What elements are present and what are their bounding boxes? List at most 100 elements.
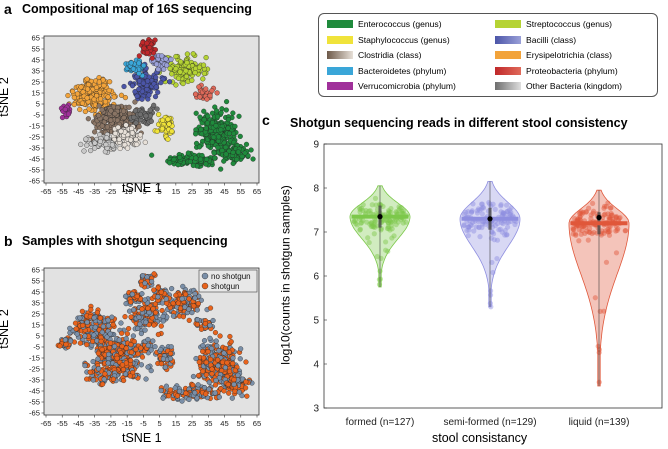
violin-point — [388, 205, 394, 212]
tsne-point — [232, 388, 238, 394]
violin-point — [601, 203, 608, 209]
tsne-point — [168, 56, 174, 62]
tsne-point — [90, 358, 96, 365]
tsne-point — [81, 148, 87, 154]
tsne-point — [119, 343, 125, 349]
tsne-point — [63, 341, 69, 347]
tsne-point — [124, 145, 131, 151]
tsne-point — [154, 128, 160, 134]
tsne-point — [239, 153, 245, 160]
tsne-point — [177, 154, 183, 161]
tsne-point — [80, 322, 86, 329]
tsne-point — [174, 393, 180, 399]
tsne-point — [87, 369, 93, 375]
panel-a-ytick-label: -45 — [29, 155, 40, 164]
tsne-point — [105, 317, 111, 323]
tsne-point — [179, 296, 185, 302]
violin-point — [588, 215, 594, 222]
tsne-point — [107, 79, 113, 85]
tsne-point — [163, 56, 169, 62]
panel-b-xtick-label: 65 — [253, 419, 261, 428]
violin-point — [465, 224, 471, 230]
tsne-point — [84, 76, 90, 82]
tsne-point — [128, 60, 134, 66]
legend-a-swatch — [495, 20, 521, 28]
tsne-point — [165, 136, 171, 142]
panel-a-xtick-label: -5 — [140, 187, 147, 196]
violin-point — [502, 232, 508, 238]
tsne-point — [109, 314, 115, 320]
tsne-point — [196, 84, 202, 90]
violin-point — [589, 230, 595, 237]
violin-point — [590, 208, 597, 214]
panel-a-ytick-label: 5 — [36, 100, 40, 109]
violin-point — [583, 209, 590, 215]
tsne-point — [203, 359, 209, 365]
tsne-point — [173, 53, 179, 60]
tsne-point — [173, 66, 179, 72]
tsne-point — [173, 82, 179, 88]
tsne-point — [84, 86, 91, 92]
tsne-point — [230, 110, 236, 116]
tsne-point — [148, 368, 154, 374]
panel-c-ytick-label: 8 — [313, 184, 319, 195]
tsne-point — [228, 339, 234, 345]
tsne-point — [180, 80, 186, 87]
panel-a-xtick-label: -25 — [105, 187, 116, 196]
panel-a-xtick-label: -35 — [89, 187, 100, 196]
tsne-point — [150, 338, 156, 344]
tsne-point — [91, 332, 97, 338]
violin-point — [607, 215, 613, 221]
tsne-point — [145, 78, 151, 84]
tsne-point — [71, 94, 77, 101]
tsne-point — [212, 382, 219, 388]
tsne-point — [202, 321, 208, 327]
violin-point — [576, 238, 582, 244]
tsne-point — [192, 390, 198, 396]
tsne-point — [235, 149, 241, 155]
tsne-point — [119, 362, 126, 368]
tsne-point — [118, 128, 124, 134]
violin-point — [614, 227, 620, 233]
violin-point — [397, 205, 403, 212]
violin-point — [504, 232, 510, 238]
panel-b-xtick-label: -5 — [140, 419, 147, 428]
violin-point — [360, 217, 366, 223]
violin-point — [570, 226, 576, 233]
violin-point — [576, 210, 583, 216]
violin-point — [608, 205, 614, 211]
violin-point — [577, 210, 584, 216]
violin-point — [385, 248, 391, 254]
violin-point — [388, 209, 394, 216]
violin-point — [354, 222, 360, 228]
violin-point — [367, 221, 373, 227]
violin-point — [617, 215, 623, 221]
tsne-point — [67, 325, 73, 331]
panel-b-ytick-label: -45 — [29, 387, 40, 396]
tsne-point — [196, 359, 202, 365]
violin-point — [504, 224, 511, 230]
panel-b-xtick-label: 5 — [157, 419, 161, 428]
tsne-point — [62, 337, 68, 343]
violin-point — [358, 220, 364, 226]
tsne-point — [222, 364, 228, 371]
legend-a-label: Bacilli (class) — [526, 34, 577, 45]
tsne-point — [123, 301, 129, 307]
tsne-point — [74, 331, 80, 337]
tsne-point — [151, 322, 157, 328]
tsne-point — [193, 155, 199, 161]
tsne-point — [232, 367, 238, 373]
legend-a-label: Streptococcus (genus) — [526, 19, 612, 29]
tsne-point — [192, 291, 198, 297]
violin-point — [371, 231, 377, 237]
violin-point — [504, 208, 510, 215]
panel-a-ytick-label: -35 — [29, 144, 40, 153]
violin-point — [489, 229, 495, 235]
tsne-point — [139, 354, 146, 360]
tsne-point — [144, 274, 150, 280]
tsne-point — [168, 350, 174, 357]
violin-point — [372, 218, 379, 224]
tsne-point — [224, 360, 230, 366]
violin-point — [570, 231, 576, 237]
tsne-point — [243, 385, 249, 391]
